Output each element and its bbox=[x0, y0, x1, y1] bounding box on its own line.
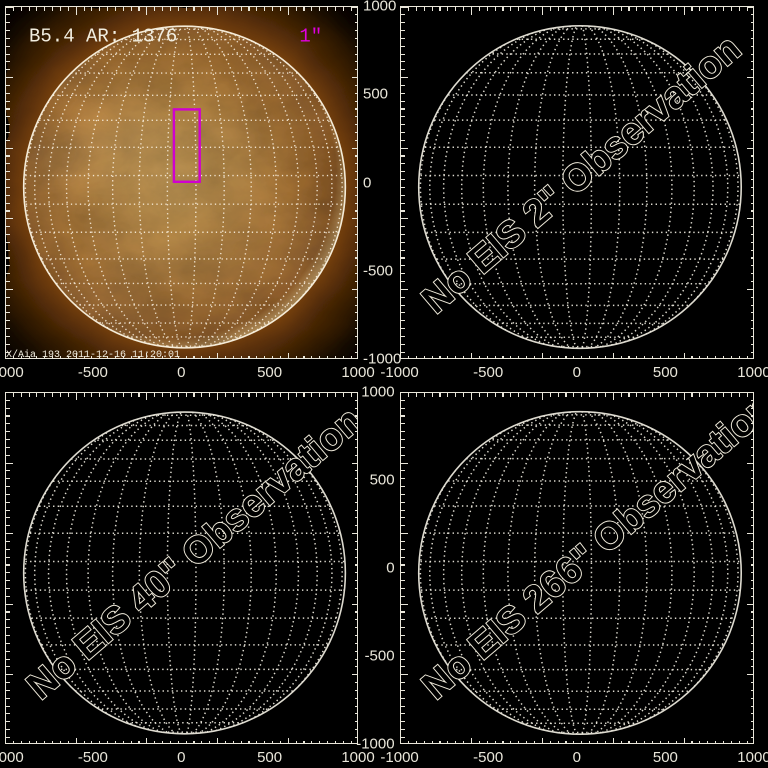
svg-text:B5.4 AR: 1376: B5.4 AR: 1376 bbox=[29, 26, 177, 48]
svg-text:No EIS 266" Observation: No EIS 266" Observation bbox=[414, 393, 754, 708]
svg-text:1": 1" bbox=[299, 26, 322, 48]
svg-text:No EIS 2" Observation: No EIS 2" Observation bbox=[414, 27, 749, 322]
svg-text:No EIS 40" Observation: No EIS 40" Observation bbox=[19, 399, 358, 707]
